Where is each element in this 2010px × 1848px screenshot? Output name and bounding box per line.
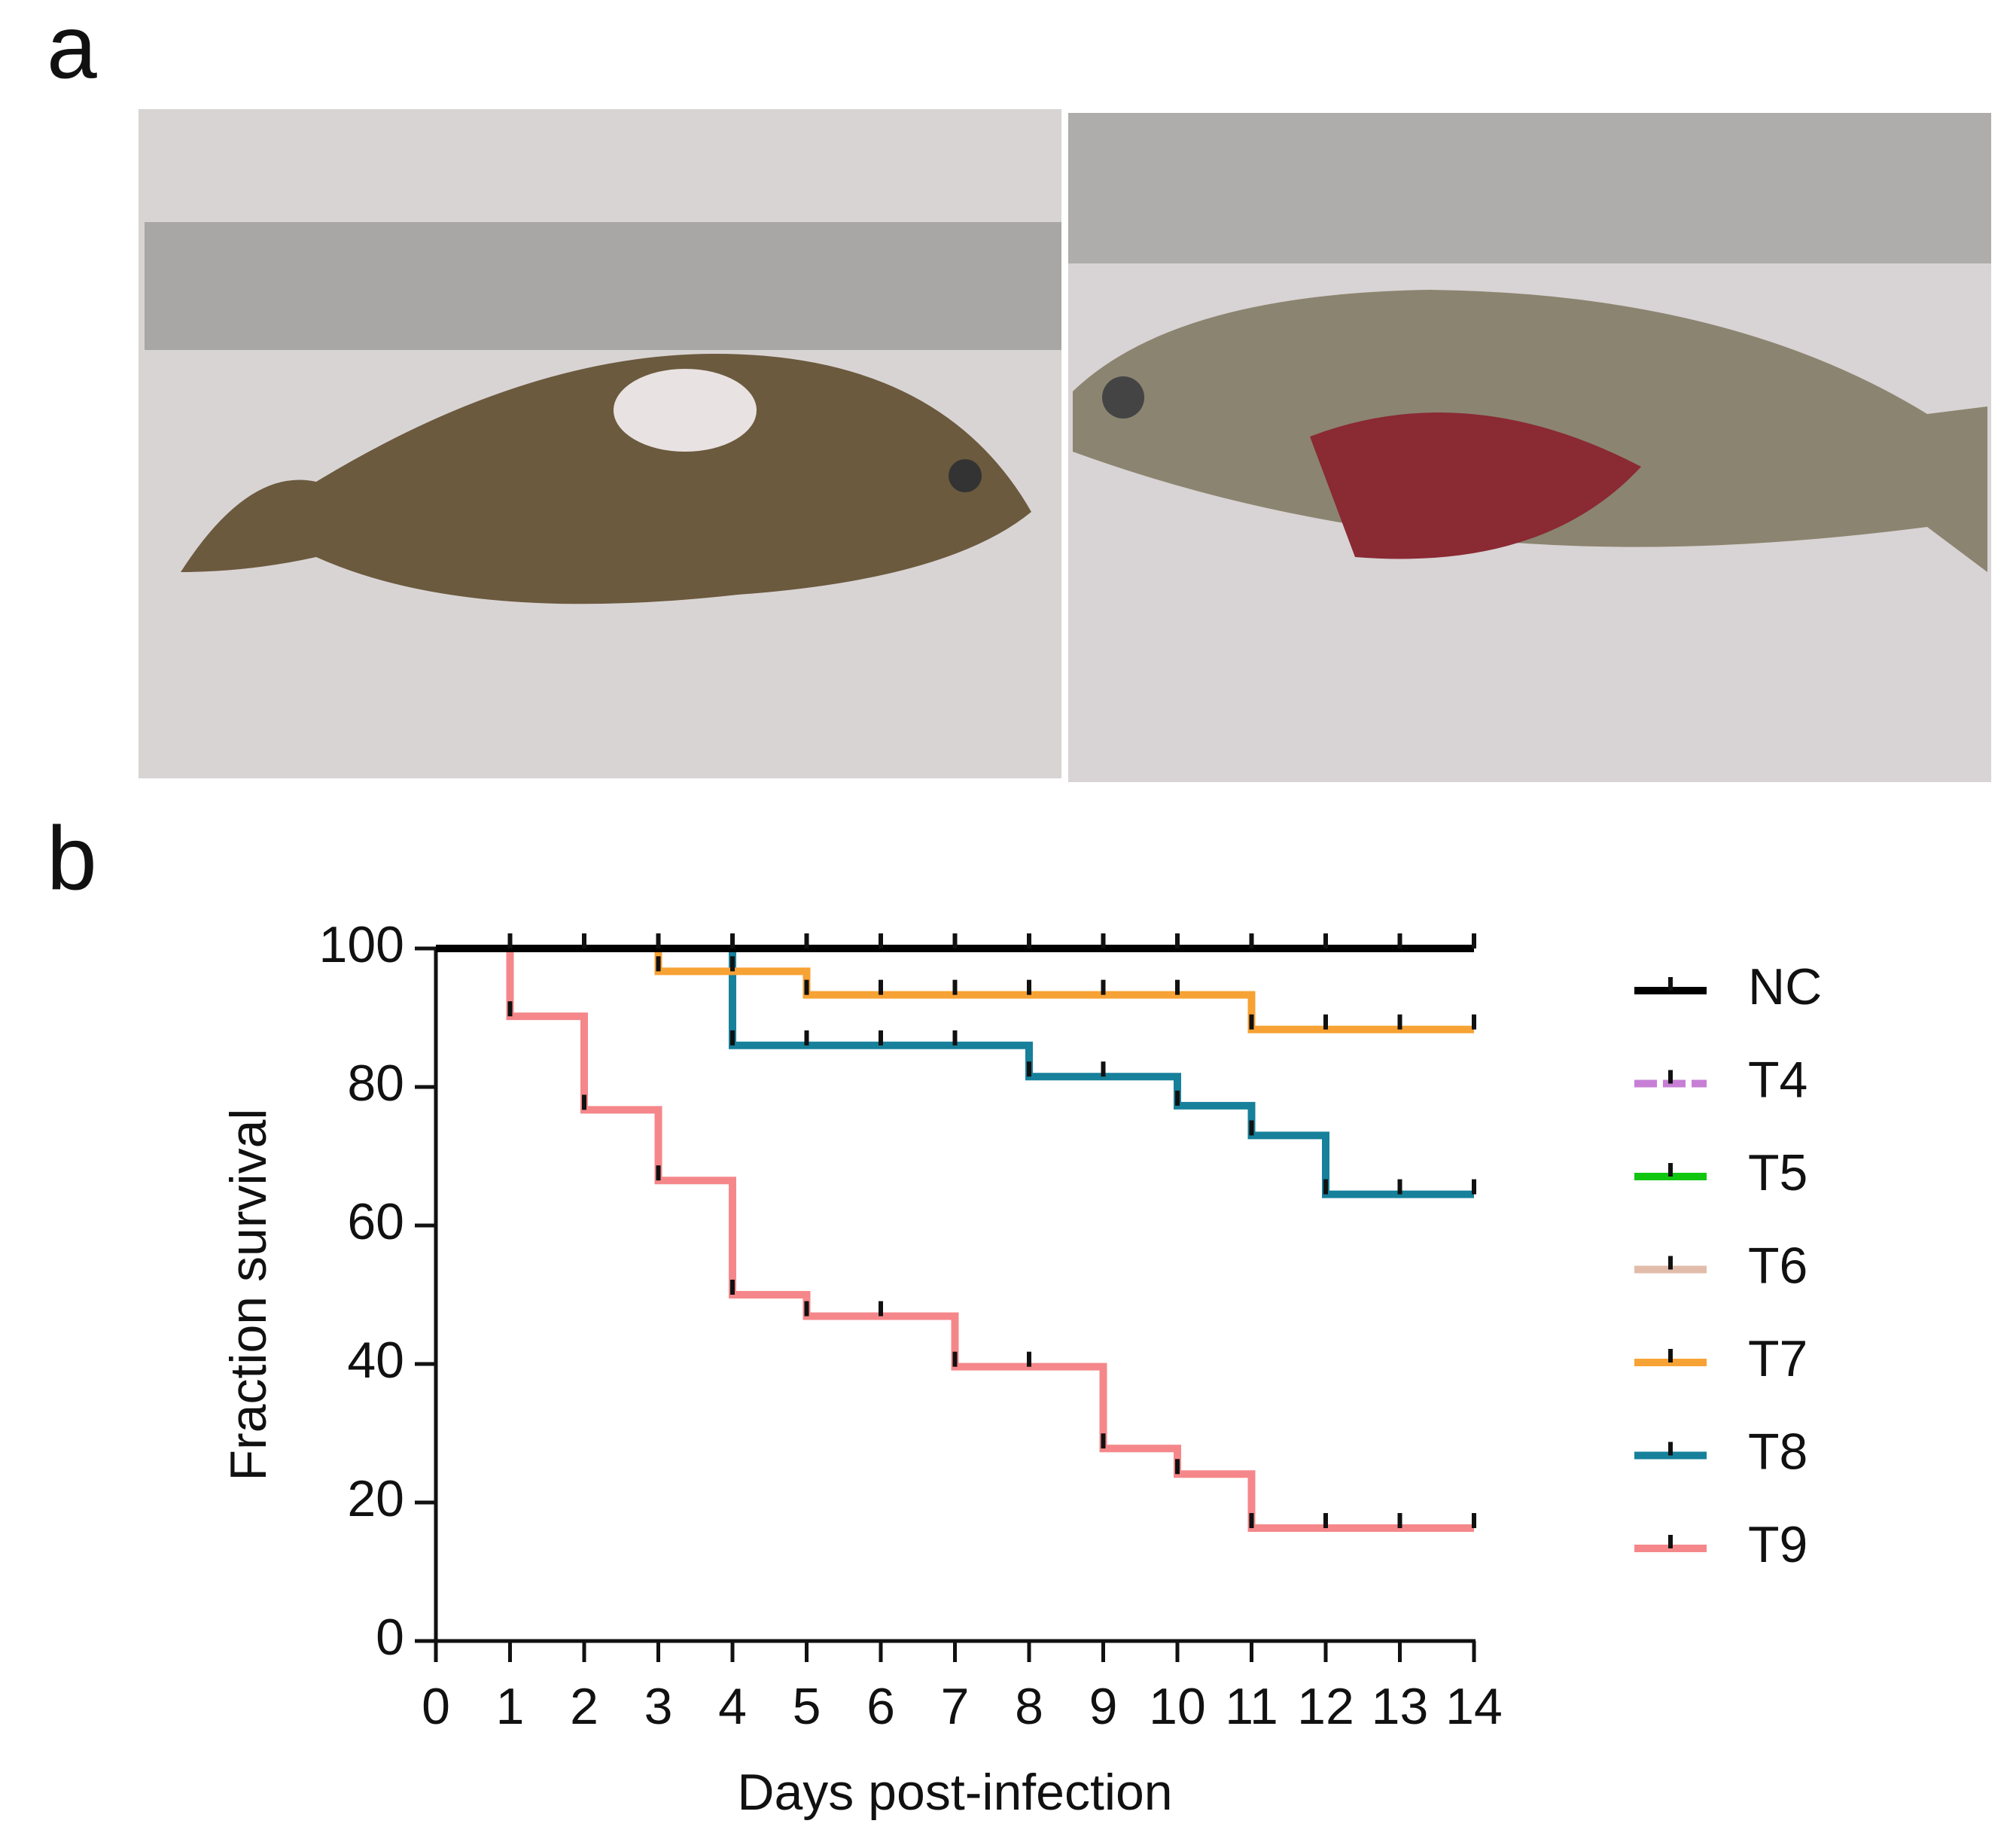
x-tick-label: 2	[570, 1678, 598, 1735]
x-tick-label: 14	[1445, 1678, 1503, 1735]
x-tick-label: 4	[718, 1678, 747, 1735]
x-axis-title: Days post-infection	[737, 1764, 1172, 1821]
x-tick-label: 7	[941, 1678, 970, 1735]
legend-label: T9	[1748, 1516, 1807, 1573]
legend-label: T8	[1748, 1423, 1807, 1480]
panel-label: a	[47, 0, 97, 98]
x-tick-label: 13	[1372, 1678, 1429, 1735]
legend-label: T4	[1748, 1051, 1807, 1108]
photo-right	[1068, 113, 1991, 782]
survival-line	[436, 945, 1474, 1533]
y-tick-label: 20	[347, 1470, 404, 1527]
x-tick-label: 9	[1089, 1678, 1118, 1735]
x-tick-label: 10	[1149, 1678, 1206, 1735]
x-tick-label: 12	[1297, 1678, 1354, 1735]
legend-label: T5	[1748, 1144, 1807, 1201]
y-tick-label: 40	[347, 1332, 404, 1389]
x-tick-label: 6	[866, 1678, 895, 1735]
photo-left	[139, 109, 1061, 778]
legend-label: T7	[1748, 1330, 1807, 1387]
legend-label: T6	[1748, 1237, 1807, 1294]
x-tick-label: 0	[422, 1678, 450, 1735]
x-tick-label: 3	[644, 1678, 673, 1735]
y-tick-label: 0	[376, 1609, 404, 1666]
x-tick-label: 5	[793, 1678, 821, 1735]
x-tick-label: 8	[1015, 1678, 1043, 1735]
y-tick-label: 80	[347, 1055, 404, 1112]
x-tick-label: 1	[496, 1678, 525, 1735]
y-tick-label: 100	[319, 916, 404, 973]
x-tick-label: 11	[1225, 1678, 1278, 1735]
y-axis-title: Fraction survival	[220, 1108, 277, 1481]
y-tick-label: 60	[347, 1193, 404, 1250]
panel-label: b	[47, 808, 97, 909]
legend-label: NC	[1748, 958, 1822, 1015]
